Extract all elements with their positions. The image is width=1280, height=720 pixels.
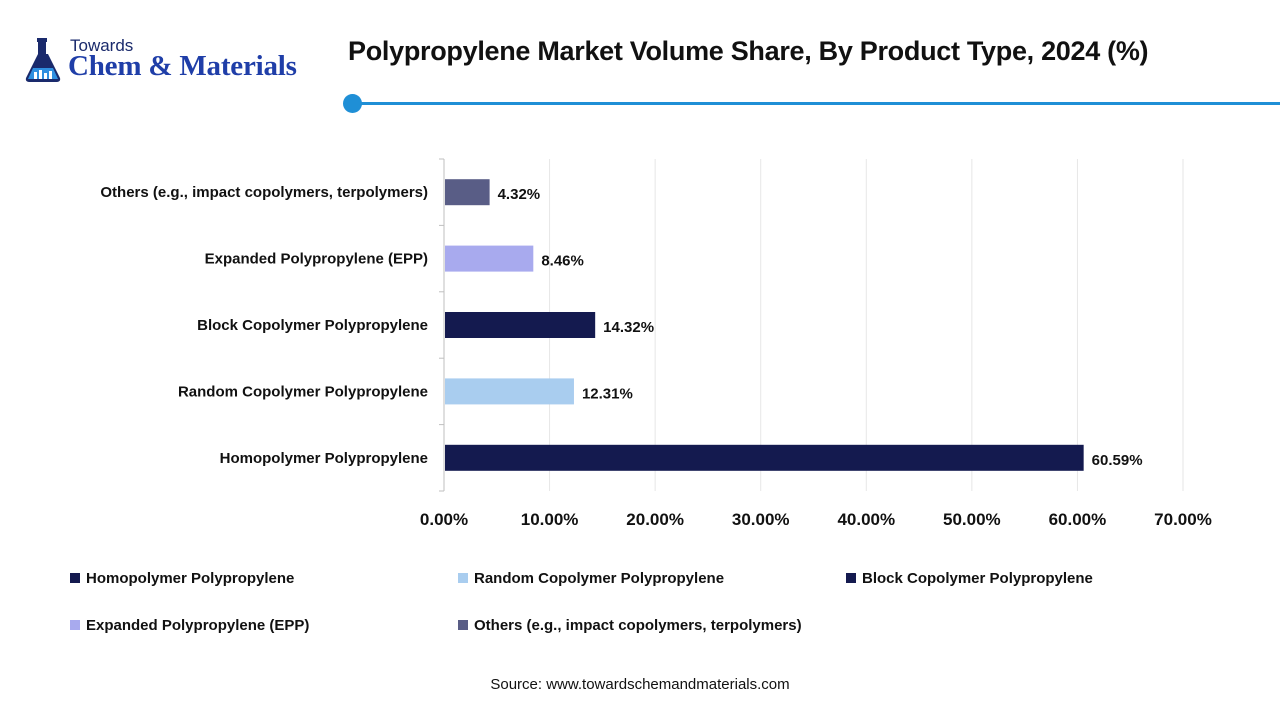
legend-label: Homopolymer Polypropylene	[86, 569, 295, 587]
x-tick-label: 20.00%	[626, 510, 684, 529]
x-tick-label: 30.00%	[732, 510, 790, 529]
data-label: 12.31%	[582, 385, 633, 402]
legend-swatch	[846, 573, 856, 583]
category-label: Block Copolymer Polypropylene	[197, 317, 428, 334]
legend-swatch	[458, 620, 468, 630]
x-tick-label: 0.00%	[420, 510, 468, 529]
legend-swatch	[70, 573, 80, 583]
legend-label: Expanded Polypropylene (EPP)	[86, 616, 310, 634]
bar	[445, 179, 490, 206]
data-label: 60.59%	[1092, 452, 1143, 469]
legend-label: Random Copolymer Polypropylene	[474, 569, 725, 587]
legend-label: Others (e.g., impact copolymers, terpoly…	[474, 616, 802, 634]
legend-item: Expanded Polypropylene (EPP)	[70, 615, 309, 635]
bar	[445, 312, 596, 338]
flask-icon	[25, 38, 61, 82]
brand-logo: Towards Chem & Materials	[22, 36, 332, 86]
legend-label: Block Copolymer Polypropylene	[862, 569, 1093, 587]
category-label: Expanded Polypropylene (EPP)	[205, 251, 428, 268]
brand-name: Chem & Materials	[68, 50, 297, 82]
bar	[445, 245, 534, 272]
data-label: 8.46%	[541, 253, 584, 270]
bar	[445, 444, 1084, 471]
legend-swatch	[70, 620, 80, 630]
title-rule-line	[352, 102, 1280, 105]
x-tick-label: 40.00%	[837, 510, 895, 529]
legend-item: Others (e.g., impact copolymers, terpoly…	[458, 615, 802, 635]
source-note: Source: www.towardschemandmaterials.com	[490, 676, 790, 693]
brand-small-text: Towards	[70, 36, 134, 55]
category-label: Homopolymer Polypropylene	[220, 450, 428, 467]
bar	[445, 378, 574, 405]
category-label: Random Copolymer Polypropylene	[178, 383, 428, 400]
chart-title: Polypropylene Market Volume Share, By Pr…	[348, 36, 1149, 66]
legend-item: Homopolymer Polypropylene	[70, 568, 294, 588]
legend-swatch	[458, 573, 468, 583]
legend-item: Random Copolymer Polypropylene	[458, 568, 724, 588]
data-label: 14.32%	[603, 319, 654, 336]
x-tick-label: 50.00%	[943, 510, 1001, 529]
x-tick-label: 60.00%	[1049, 510, 1107, 529]
category-label: Others (e.g., impact copolymers, terpoly…	[100, 184, 428, 201]
x-tick-label: 70.00%	[1154, 510, 1212, 529]
data-label: 4.32%	[498, 186, 541, 203]
x-tick-label: 10.00%	[521, 510, 579, 529]
legend-item: Block Copolymer Polypropylene	[846, 568, 1093, 588]
